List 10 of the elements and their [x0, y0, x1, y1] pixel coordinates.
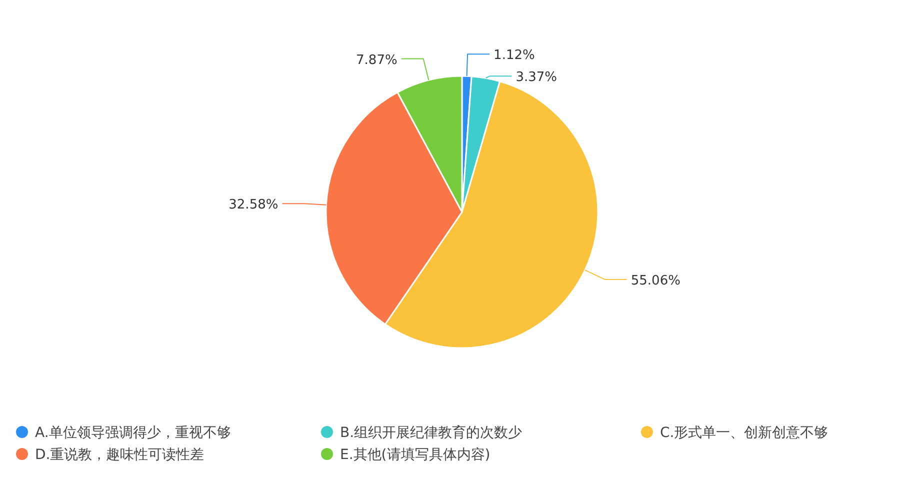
- legend-label: E.其他(请填写具体内容): [340, 447, 490, 463]
- data-label: 3.37%: [516, 70, 558, 86]
- data-label: 32.58%: [228, 198, 278, 213]
- legend-label: D.重说教，趣味性可读性差: [35, 447, 204, 463]
- legend-label: C.形式单一、创新创意不够: [660, 425, 828, 441]
- data-label: 7.87%: [356, 52, 398, 68]
- data-label: 1.12%: [494, 48, 535, 64]
- data-label: 55.06%: [630, 273, 680, 288]
- legend-label: A.单位领导强调得少，重视不够: [35, 425, 231, 441]
- legend-label: B.组织开展纪律教育的次数少: [340, 424, 522, 441]
